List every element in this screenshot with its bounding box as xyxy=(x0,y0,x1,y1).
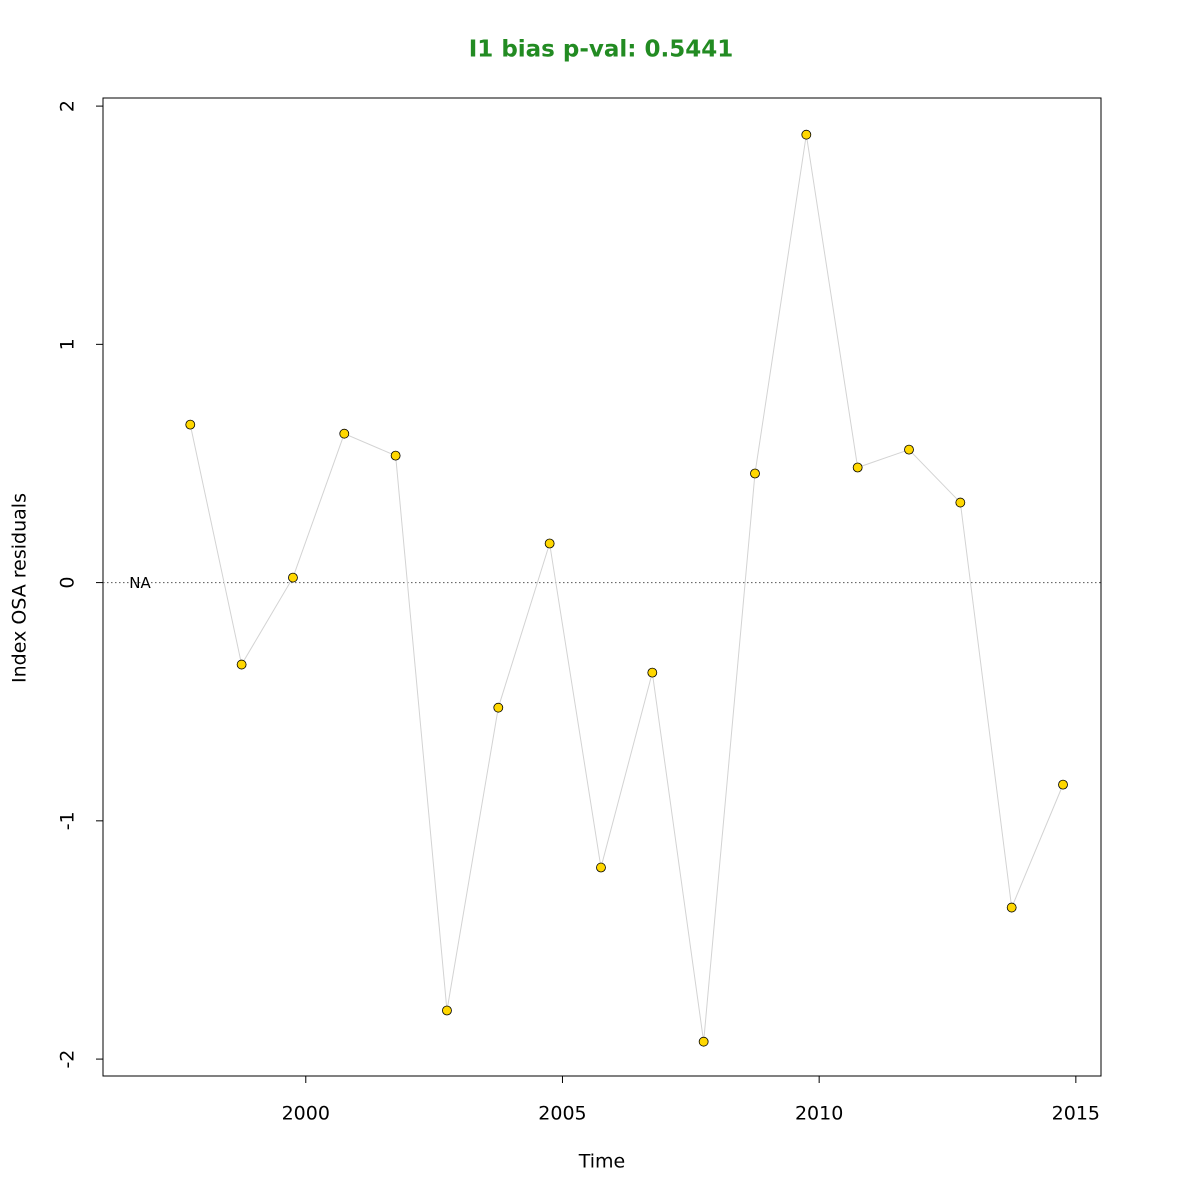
data-point xyxy=(750,468,760,479)
data-point xyxy=(1006,902,1017,913)
y-tick-label: 2 xyxy=(57,100,79,112)
data-point xyxy=(955,497,966,508)
data-point xyxy=(442,1005,452,1016)
data-point xyxy=(544,538,555,549)
data-point xyxy=(904,444,914,455)
y-axis-label: Index OSA residuals xyxy=(9,493,31,683)
y-tick-label: 1 xyxy=(57,338,79,350)
x-tick-label: 2010 xyxy=(795,1103,843,1125)
y-tick-label: -2 xyxy=(57,1050,79,1069)
annotation: NA xyxy=(129,574,151,592)
data-point xyxy=(647,667,658,678)
series-line xyxy=(189,134,1064,1042)
data-point xyxy=(185,419,196,430)
y-tick-label: -1 xyxy=(57,811,79,830)
chart-title: I1 bias p-val: 0.5441 xyxy=(469,37,734,63)
data-point xyxy=(801,129,812,140)
x-tick-label: 2005 xyxy=(538,1103,586,1125)
x-axis-label: Time xyxy=(578,1151,626,1173)
data-point xyxy=(390,450,401,461)
data-point xyxy=(596,862,606,873)
x-tick-label: 2000 xyxy=(282,1103,330,1125)
data-point xyxy=(339,428,350,439)
data-point xyxy=(852,462,863,473)
data-point xyxy=(236,659,247,670)
data-point xyxy=(288,572,298,583)
data-point xyxy=(698,1036,709,1047)
data-point xyxy=(493,702,504,713)
x-tick-label: 2015 xyxy=(1052,1103,1100,1125)
y-tick-label: 0 xyxy=(57,577,79,589)
data-point xyxy=(1058,779,1068,790)
plot-frame xyxy=(102,97,1102,1077)
